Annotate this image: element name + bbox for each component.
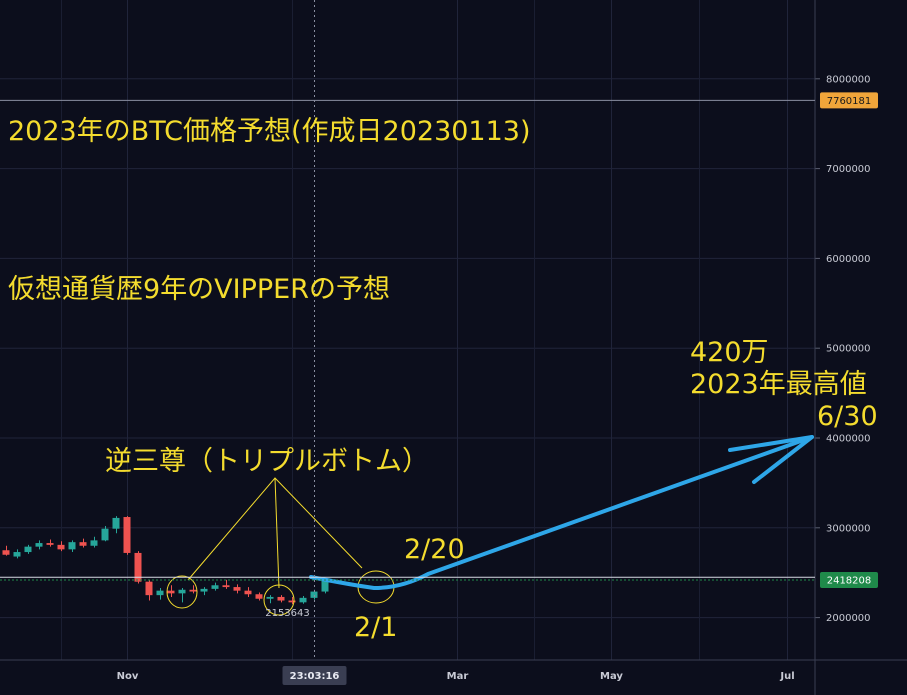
candle-body (145, 581, 153, 596)
candle-body (222, 585, 230, 588)
y-tick-label: 2000000 (826, 613, 871, 624)
grid (0, 0, 815, 660)
current-price-tag (820, 572, 878, 589)
target-desc-label: 2023年最高値 (690, 369, 867, 400)
chart-title: 2023年のBTC価格予想(作成日20230113) (8, 116, 531, 147)
candle-body (266, 596, 274, 599)
candle-body (321, 580, 329, 592)
candles (2, 516, 329, 605)
candle-body (35, 543, 43, 547)
y-tick-label: 4000000 (826, 434, 871, 445)
pattern-pointer-center (274, 477, 280, 589)
target-date-label: 6/30 (817, 401, 878, 432)
bottom-circle-left (166, 575, 198, 609)
candle-body (244, 590, 252, 595)
forecast-arrowhead (728, 435, 814, 484)
y-tick-label: 7000000 (826, 164, 871, 175)
candle-body (57, 544, 65, 550)
candle-body (233, 587, 241, 591)
candle-body (156, 590, 164, 596)
candle-body (310, 591, 318, 598)
x-tick-label: Jul (779, 671, 794, 682)
candle-body (46, 543, 54, 545)
candle-body (255, 594, 263, 599)
feb20-label: 2/20 (404, 534, 465, 565)
forecast-arrow-line (309, 435, 814, 590)
candle-body (134, 552, 142, 582)
feb1-label: 2/1 (354, 612, 397, 643)
high-price-tag-label: 7760181 (827, 96, 872, 107)
chart-subtitle: 仮想通貨歴9年のVIPPERの予想 (8, 274, 390, 305)
pattern-label: 逆三尊（トリプルボトム） (105, 446, 429, 477)
x-tick-label: May (600, 671, 623, 682)
candle-body (13, 552, 21, 557)
y-tick-label: 6000000 (826, 254, 871, 265)
y-tick-label: 8000000 (826, 74, 871, 85)
candle-body (189, 589, 197, 592)
candle-body (24, 546, 32, 553)
candle-body (101, 528, 109, 541)
candle-body (178, 589, 186, 594)
candle-body (277, 596, 285, 601)
crosshair-time-label: 23:03:16 (290, 671, 340, 682)
low-price-label: 2153643 (265, 608, 310, 619)
forecast (309, 435, 814, 590)
y-tick-label: 3000000 (826, 523, 871, 534)
candle-body (299, 597, 307, 603)
candle-body (79, 542, 87, 546)
candle-body (200, 588, 208, 592)
y-tick-label: 5000000 (826, 344, 871, 355)
target-value-label: 420万 (690, 337, 769, 368)
candle-body (211, 585, 219, 589)
x-tick-label: Mar (447, 671, 469, 682)
candle-body (90, 540, 98, 546)
current-price-tag-label: 2418208 (827, 576, 872, 587)
crosshair-time-box (282, 666, 347, 685)
x-tick-label: Nov (117, 671, 139, 682)
annotations: 2023年のBTC価格予想(作成日20230113) 仮想通貨歴9年のVIPPE… (8, 116, 878, 643)
candle-body (167, 590, 175, 594)
candle-body (288, 600, 296, 603)
high-price-tag (820, 92, 878, 109)
candle-body (68, 542, 76, 550)
candle-body (112, 517, 120, 529)
candle-body (123, 517, 131, 553)
candle-body (2, 550, 10, 555)
